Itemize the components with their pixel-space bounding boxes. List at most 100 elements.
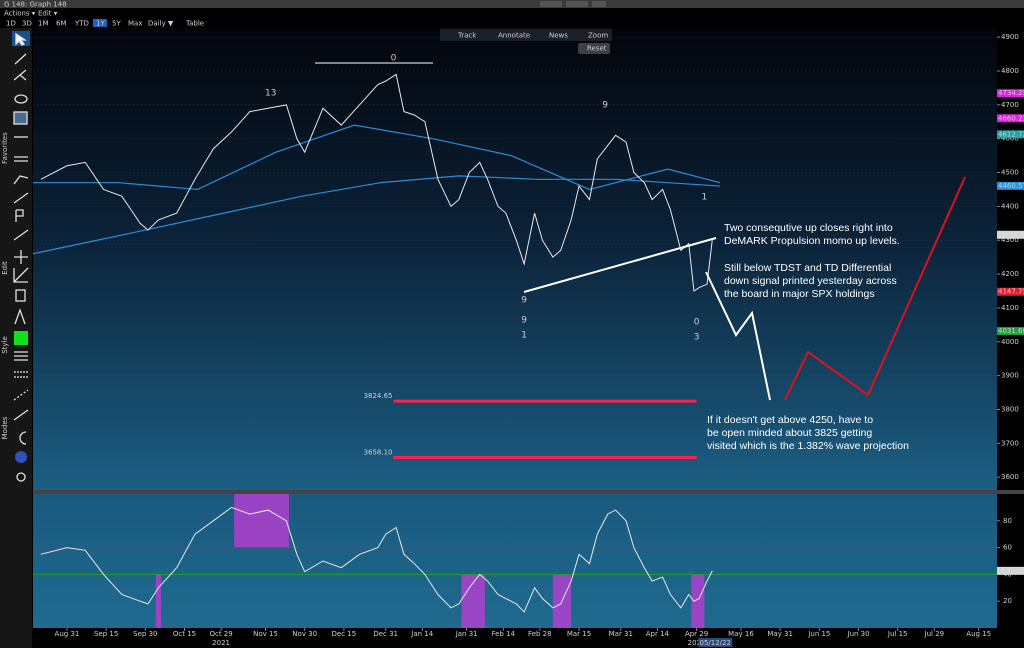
channel-icon[interactable] (14, 156, 28, 162)
chart-tool[interactable]: News (549, 32, 568, 40)
demark-count: 1 (521, 330, 527, 340)
pointer-icon[interactable] (15, 32, 28, 46)
style-icon[interactable] (14, 371, 28, 378)
ellipse-icon[interactable] (14, 94, 28, 104)
range-active (93, 19, 107, 27)
y-tick-label: 20 (1003, 597, 1012, 605)
price-label-bg (997, 114, 1024, 123)
range-button[interactable]: 5Y (112, 20, 121, 28)
y-tick-label: 4700 (1001, 101, 1019, 109)
menu[interactable]: Edit ▾ (38, 10, 58, 18)
annotation: down signal printed yesterday across (724, 275, 897, 287)
x-tick-label: Sep 15 (94, 630, 118, 638)
measure-icon[interactable] (13, 267, 29, 283)
x-tick-label: Jan 31 (455, 630, 478, 638)
range-button[interactable]: Table (185, 20, 204, 28)
x-tick-label: Jan 14 (410, 630, 433, 638)
settings-icon[interactable] (16, 472, 26, 482)
y-tick-label: 4900 (1001, 33, 1019, 41)
window-button[interactable] (592, 1, 606, 7)
range-button[interactable]: Daily ▼ (148, 20, 174, 28)
window-title: G 148: Graph 148 (4, 1, 67, 9)
annotation: If it doesn't get above 4250, have to (707, 414, 873, 426)
range-button[interactable]: 1M (38, 20, 49, 28)
price-label-bg (997, 89, 1024, 98)
x-tick-label: Aug 31 (55, 630, 80, 638)
x-tick-label: Mar 15 (567, 630, 591, 638)
font-icon[interactable] (14, 308, 26, 325)
magnet-icon[interactable] (19, 431, 27, 445)
y-tick-label: 4500 (1001, 169, 1019, 177)
menu[interactable]: Actions ▾ (4, 10, 36, 18)
signal-zone (691, 574, 705, 628)
range-button[interactable]: 1D (6, 20, 16, 28)
window-button[interactable] (566, 1, 588, 7)
price-label: 4031.60 (998, 327, 1024, 335)
signal-zone (461, 574, 485, 628)
chart-tool[interactable]: Zoom (588, 32, 608, 40)
x-tick-label: Oct 15 (173, 630, 196, 638)
annotation: the board in major SPX holdings (724, 288, 875, 300)
x-tick-label: Jul 15 (887, 630, 908, 638)
snap-icon[interactable] (13, 409, 29, 421)
ray-icon[interactable] (13, 229, 29, 241)
color-icon[interactable] (14, 331, 28, 345)
x-tick-label: May 31 (767, 630, 793, 638)
x-tick-label: Apr 14 (646, 630, 670, 638)
oscillator-panel (33, 494, 997, 628)
sidebar-label: Modes (1, 416, 9, 439)
price-label-bg (997, 130, 1024, 139)
trend-icon[interactable] (13, 192, 29, 204)
y-tick-label: 80 (1003, 517, 1012, 525)
reset-label[interactable]: Reset (587, 45, 607, 53)
level-label: 3658.10 (364, 448, 393, 456)
chart-tool[interactable]: Annotate (498, 32, 530, 40)
weight-icon[interactable] (14, 351, 28, 361)
p-icon[interactable] (15, 209, 24, 222)
y-tick-label: 4000 (1001, 338, 1019, 346)
x-tick-label: Aug 15 (966, 630, 991, 638)
x-tick-label: Mar 31 (609, 630, 633, 638)
signal-zone (234, 494, 290, 548)
sidebar-label: Edit (1, 261, 9, 275)
y-tick-label: 4200 (1001, 270, 1019, 278)
price-label-bg (997, 181, 1024, 190)
y-tick-label: 4100 (1001, 304, 1019, 312)
signal-zone (155, 574, 162, 628)
trendline (523, 237, 717, 293)
year-label: 2021 (212, 639, 230, 647)
y-tick-label: 4400 (1001, 202, 1019, 210)
pen-icon[interactable] (14, 53, 27, 65)
wave-icon[interactable] (13, 175, 29, 185)
range-button[interactable]: 6M (56, 20, 67, 28)
projection-down (705, 271, 771, 401)
move-icon[interactable] (14, 250, 28, 264)
y-tick-label: 3600 (1001, 473, 1019, 481)
year-label: 2022 (688, 639, 706, 647)
range-button[interactable]: 3D (22, 20, 32, 28)
cursor-date: 05/12/22 (700, 639, 731, 647)
text-icon[interactable] (13, 111, 28, 125)
delete-icon[interactable] (15, 289, 26, 302)
y-tick-label: 4600 (1001, 135, 1019, 143)
cursor-date-bg (698, 638, 733, 647)
dash-icon[interactable] (13, 389, 29, 401)
line-icon[interactable] (13, 69, 27, 81)
window-button[interactable] (540, 1, 562, 7)
y-tick-label: 3900 (1001, 372, 1019, 380)
demark-count: 9 (521, 296, 527, 306)
range-button[interactable]: 1Y (96, 20, 105, 28)
palette-icon[interactable] (15, 451, 27, 463)
x-tick-label: Jun 30 (847, 630, 870, 638)
range-button[interactable]: Max (128, 20, 142, 28)
panel-divider (33, 490, 1024, 494)
reset-button[interactable] (578, 43, 610, 54)
chart-tool[interactable]: Track (457, 32, 477, 40)
price-label: 4660.23 (998, 114, 1024, 122)
x-tick-label: Sep 30 (133, 630, 157, 638)
range-button[interactable]: YTD (74, 20, 89, 28)
